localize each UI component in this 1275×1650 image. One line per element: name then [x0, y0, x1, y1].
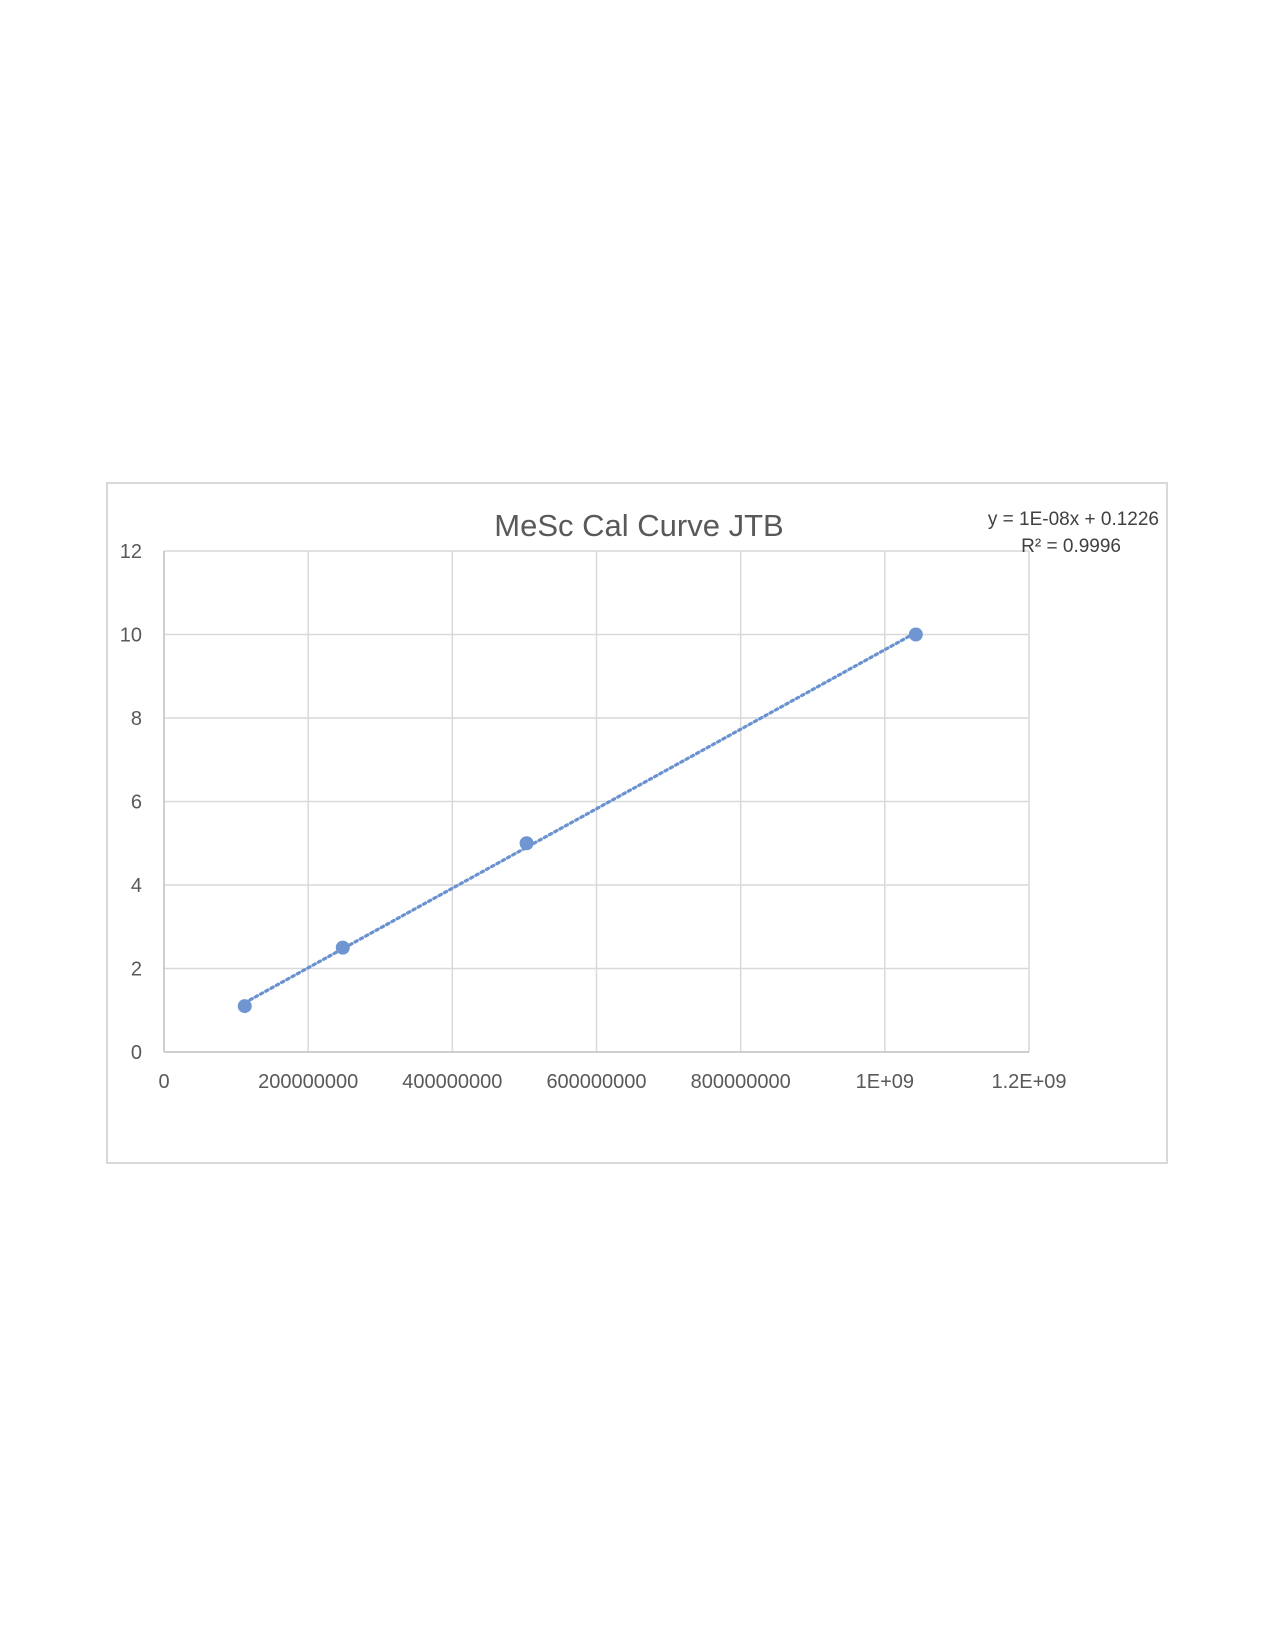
axis-layer: [163, 551, 1029, 1053]
y-tick-label: 10: [120, 625, 142, 647]
data-point: [237, 999, 252, 1014]
y-tick-label: 6: [131, 792, 142, 814]
x-tick-label: 600000000: [546, 1071, 646, 1093]
x-tick-label: 0: [158, 1071, 169, 1093]
x-tick-label: 800000000: [691, 1071, 791, 1093]
trendline-layer: [243, 631, 918, 1005]
x-tick-label: 1E+09: [856, 1071, 914, 1093]
scatter-chart: 0 2 4 6 8 10 12 0 200000000 400000000 600000000 800…: [120, 508, 1159, 1093]
y-tick-label: 12: [120, 541, 142, 563]
x-tick-label: 1.2E+09: [991, 1071, 1066, 1093]
y-tick-label: 0: [131, 1042, 142, 1064]
tick-label-layer: 0 2 4 6 8 10 12 0 200000000 400000000 600000000 800…: [120, 541, 1067, 1093]
data-point: [908, 627, 923, 642]
data-point: [519, 836, 534, 851]
trendline-equation: y = 1E-08x + 0.1226: [988, 509, 1159, 530]
data-point-layer: [237, 627, 923, 1014]
chart-title: MeSc Cal Curve JTB: [494, 508, 783, 543]
y-tick-label: 4: [131, 875, 142, 897]
trendline-r-squared: R² = 0.9996: [1021, 536, 1121, 557]
grid-layer: [164, 550, 1030, 1052]
data-point: [335, 940, 350, 955]
y-tick-label: 2: [131, 959, 142, 981]
y-tick-label: 8: [131, 708, 142, 730]
x-tick-label: 400000000: [402, 1071, 502, 1093]
x-tick-label: 200000000: [258, 1071, 358, 1093]
chart-frame: 0 2 4 6 8 10 12 0 200000000 400000000 600000000 800…: [106, 482, 1168, 1164]
trendline: [243, 631, 918, 1005]
